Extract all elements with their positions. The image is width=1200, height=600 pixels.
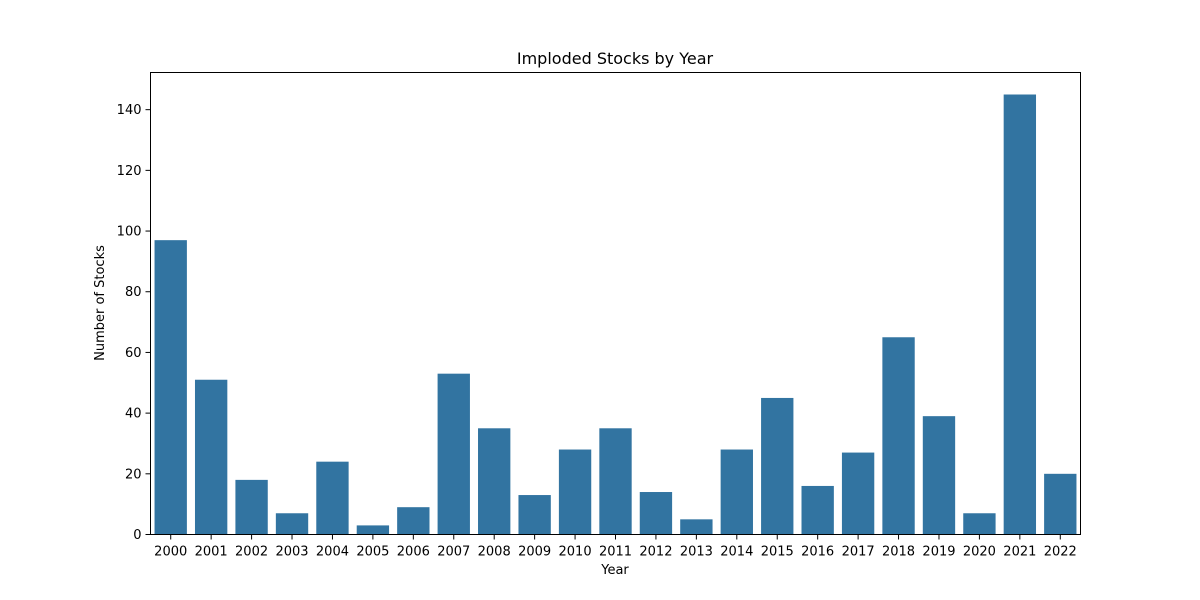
bar-2013 xyxy=(680,519,713,535)
bars-group xyxy=(154,94,1077,535)
bar-2019 xyxy=(922,416,956,535)
y-tick-label: 100 xyxy=(117,225,142,240)
bar-2010 xyxy=(558,449,592,535)
y-tick-label: 120 xyxy=(117,164,142,179)
x-tick-label: 2018 xyxy=(882,545,915,560)
y-tick-label: 40 xyxy=(125,407,142,422)
bar-2002 xyxy=(235,479,268,535)
x-tick-label: 2013 xyxy=(680,545,713,560)
x-tick-label: 2019 xyxy=(922,545,955,560)
x-axis-title: Year xyxy=(600,563,629,578)
x-tick-label: 2011 xyxy=(599,545,632,560)
x-tick-label: 2020 xyxy=(963,545,996,560)
x-tick-label: 2003 xyxy=(275,545,308,560)
x-tick-label: 2001 xyxy=(195,545,228,560)
x-tick-label: 2002 xyxy=(235,545,268,560)
x-tick-label: 2006 xyxy=(397,545,430,560)
x-tick-label: 2010 xyxy=(559,545,592,560)
x-tick-label: 2017 xyxy=(842,545,875,560)
y-axis: 0 20 40 60 80 100 120 140 xyxy=(117,103,151,543)
x-tick-label: 2014 xyxy=(720,545,753,560)
bar-2018 xyxy=(882,337,915,535)
bar-2003 xyxy=(275,513,309,535)
bar-2017 xyxy=(841,452,875,535)
x-tick-label: 2005 xyxy=(356,545,389,560)
x-tick-label: 2022 xyxy=(1044,545,1077,560)
x-tick-label: 2021 xyxy=(1003,545,1036,560)
bar-2020 xyxy=(963,513,996,535)
bar-2012 xyxy=(639,492,673,535)
y-tick-label: 60 xyxy=(125,346,142,361)
chart-title: Imploded Stocks by Year xyxy=(517,49,714,68)
bar-2016 xyxy=(801,485,834,535)
bar-2007 xyxy=(437,373,470,535)
bar-2001 xyxy=(194,379,228,535)
x-tick-label: 2016 xyxy=(801,545,834,560)
x-axis: 2000 2001 2002 2003 2004 2005 2006 2007 2008 2009… xyxy=(154,534,1077,560)
bar-2009 xyxy=(518,495,551,535)
bar-2005 xyxy=(356,525,390,535)
bar-2004 xyxy=(316,461,349,535)
x-tick-label: 2012 xyxy=(639,545,672,560)
x-tick-label: 2007 xyxy=(437,545,470,560)
y-tick-label: 20 xyxy=(125,467,142,482)
y-axis-title: Number of Stocks xyxy=(93,245,108,361)
x-tick-label: 2009 xyxy=(518,545,551,560)
x-tick-label: 2000 xyxy=(154,545,187,560)
bar-2022 xyxy=(1044,473,1077,535)
bar-2011 xyxy=(599,428,632,535)
bar-2021 xyxy=(1003,94,1037,535)
bar-2006 xyxy=(397,507,430,535)
x-tick-label: 2015 xyxy=(761,545,794,560)
bar-2000 xyxy=(154,240,187,535)
y-tick-label: 0 xyxy=(133,528,141,543)
bar-2015 xyxy=(761,397,794,535)
bar-2008 xyxy=(478,428,511,535)
x-tick-label: 2008 xyxy=(478,545,511,560)
y-tick-label: 140 xyxy=(117,103,142,118)
bar-2014 xyxy=(720,449,753,535)
y-tick-label: 80 xyxy=(125,285,142,300)
x-tick-label: 2004 xyxy=(316,545,349,560)
